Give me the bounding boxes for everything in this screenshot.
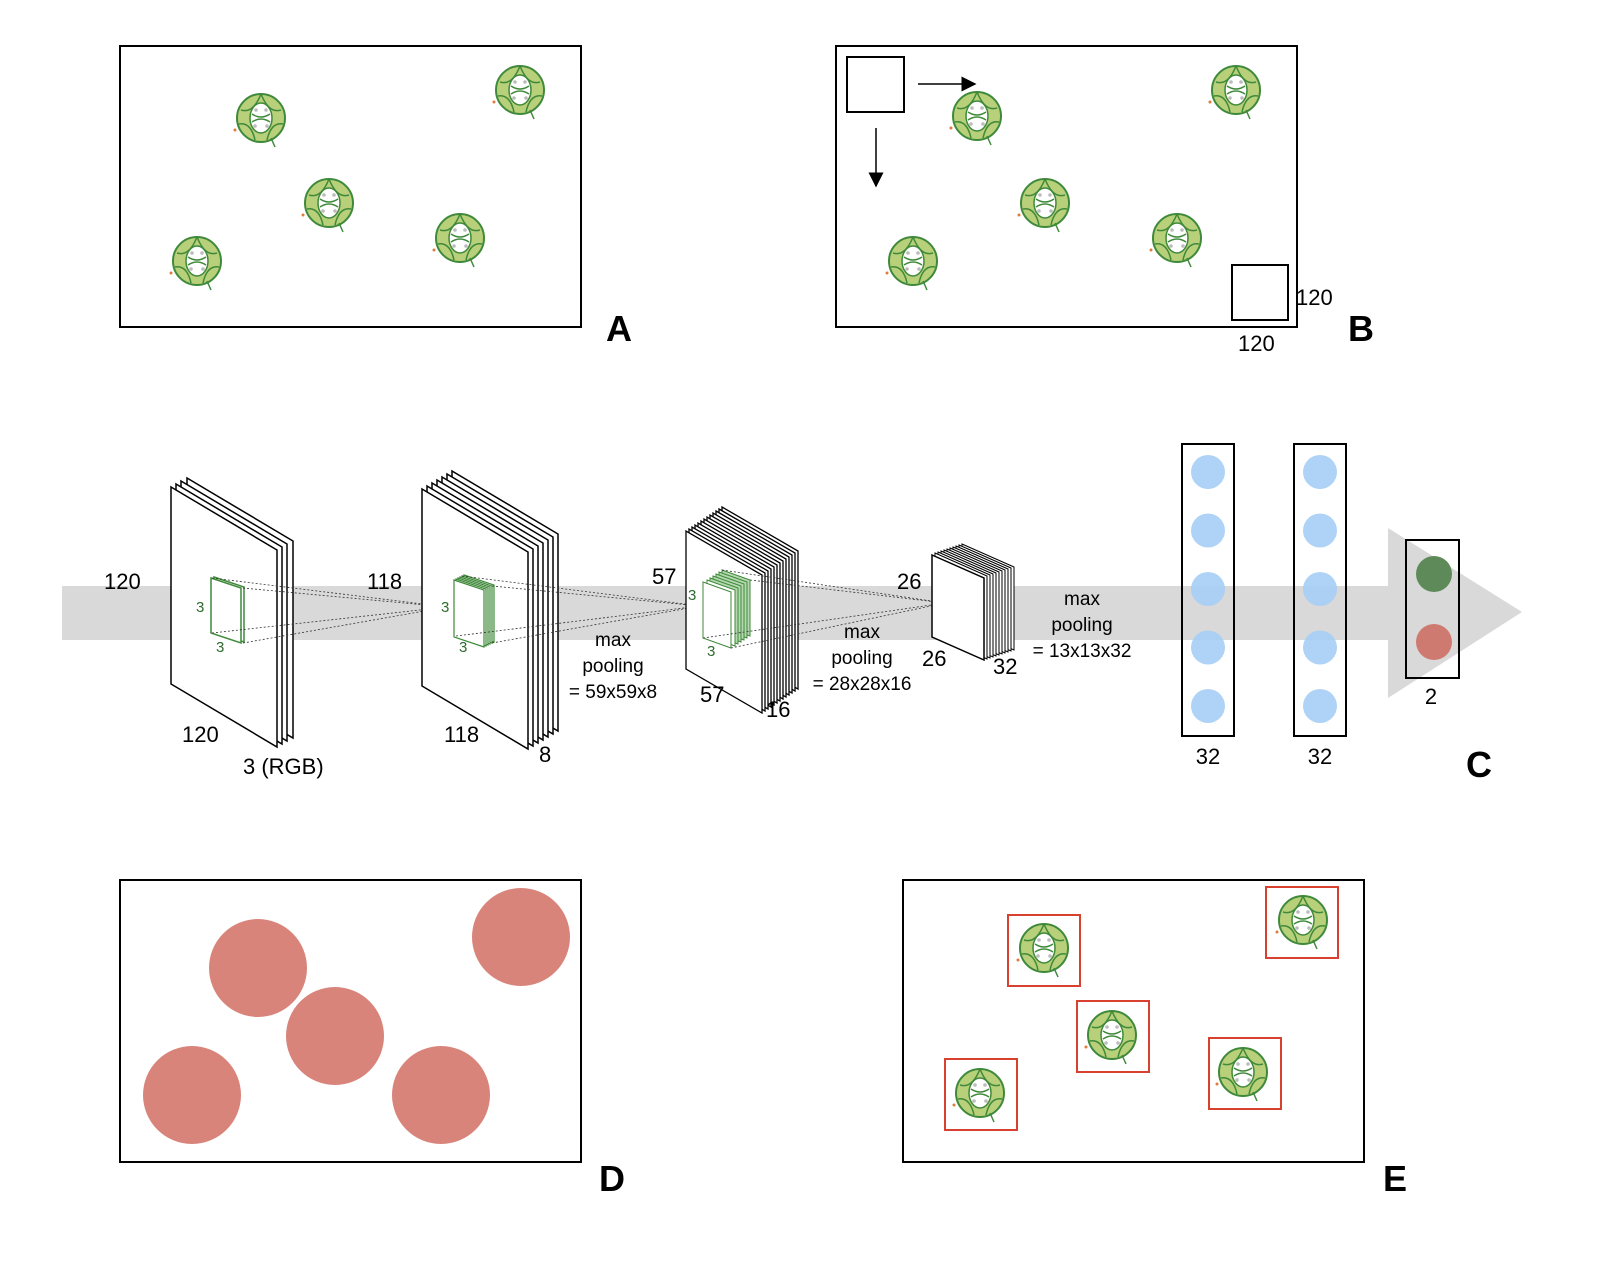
neuron-node	[1303, 455, 1337, 489]
output-node-class-1	[1416, 556, 1452, 592]
plant-icon	[168, 236, 222, 291]
projection-lines-1	[211, 577, 448, 644]
panel-b-frame	[835, 45, 1298, 328]
output-node-class-2	[1416, 624, 1452, 660]
panel-letter-e: E	[1383, 1158, 1407, 1199]
conv2-height-label: 57	[652, 564, 676, 589]
panel-letter-c: C	[1466, 744, 1492, 785]
conv3-depth-label: 32	[993, 654, 1017, 679]
mask-blob	[472, 888, 570, 986]
mask-blob	[392, 1046, 490, 1144]
plant-icon	[1274, 895, 1328, 950]
plant-icon	[300, 178, 354, 233]
detection-box	[944, 1058, 1018, 1131]
panel-b: 120 120 B	[835, 45, 1374, 356]
pool1-label: max pooling = 59x59x8	[569, 630, 657, 703]
panel-letter-d: D	[599, 1158, 625, 1199]
plant-icon	[1207, 65, 1261, 120]
plant-icon	[1214, 1047, 1268, 1102]
window-width-label: 120	[1238, 331, 1275, 356]
plant-icon	[1016, 178, 1070, 233]
pool2-label: max pooling = 28x28x16	[813, 622, 912, 695]
plant-icon	[431, 213, 485, 268]
dense2-nodes	[1303, 455, 1337, 723]
plant-icon	[1015, 923, 1069, 978]
output-box	[1405, 539, 1460, 679]
panel-c: 120 120 3 (RGB) 3 3 118	[62, 443, 1522, 785]
conv2-depth-label: 16	[766, 697, 790, 722]
pool3-label: max pooling = 13x13x32	[1033, 589, 1132, 662]
plant-icon	[951, 1068, 1005, 1123]
plant-icon	[232, 93, 286, 148]
input-depth-label: 3 (RGB)	[243, 754, 324, 779]
kernel-width-label: 3	[216, 639, 224, 656]
input-width-label: 120	[182, 722, 219, 747]
mask-blob	[143, 1046, 241, 1144]
neuron-node	[1303, 689, 1337, 723]
input-height-label: 120	[104, 569, 141, 594]
kernel-height-label: 3	[688, 587, 696, 604]
detection-box	[1076, 1000, 1150, 1073]
panel-d-frame	[119, 879, 582, 1163]
conv2-width-label: 57	[700, 682, 724, 707]
panel-letter-a: A	[606, 308, 632, 349]
detection-box	[1265, 886, 1339, 959]
conv1-height-label: 118	[367, 569, 402, 594]
plant-icon	[491, 65, 545, 120]
sliding-window-end	[1231, 264, 1289, 321]
dense2-box	[1293, 443, 1347, 737]
projection-lines-2	[455, 575, 701, 644]
conv3-width-label: 26	[922, 646, 946, 671]
neuron-node	[1191, 630, 1225, 665]
conv1-depth-label: 8	[539, 742, 551, 767]
neuron-node	[1303, 630, 1337, 665]
kernel-width-label: 3	[707, 643, 715, 660]
panel-a-frame	[119, 45, 582, 328]
neuron-node	[1191, 572, 1225, 606]
panel-e: E	[902, 879, 1407, 1199]
panel-letter-b: B	[1348, 308, 1374, 349]
panel-a: A	[119, 45, 632, 349]
kernel-input	[210, 575, 245, 645]
panel-d: D	[119, 879, 625, 1199]
kernel-conv2	[702, 569, 751, 649]
neuron-node	[1303, 572, 1337, 606]
plant-icon	[1148, 213, 1202, 268]
plant-icon	[948, 91, 1002, 146]
detection-box	[1007, 914, 1081, 987]
projection-lines-3	[702, 569, 946, 649]
neuron-node	[1303, 513, 1337, 548]
kernel-conv1	[453, 574, 495, 648]
sliding-window-start	[846, 56, 905, 113]
dense1-box	[1181, 443, 1235, 737]
mask-blob	[286, 987, 384, 1085]
mask-blob	[209, 919, 307, 1017]
conv1-width-label: 118	[444, 722, 479, 747]
kernel-height-label: 3	[441, 599, 449, 616]
window-height-label: 120	[1296, 285, 1333, 310]
neuron-node	[1191, 513, 1225, 548]
plant-icon	[1083, 1010, 1137, 1065]
neuron-node	[1191, 455, 1225, 489]
kernel-height-label: 3	[196, 599, 204, 616]
plant-icon	[884, 236, 938, 291]
panel-e-frame	[902, 879, 1365, 1163]
conv3-volume	[931, 543, 1015, 662]
conv3-height-label: 26	[897, 569, 921, 594]
kernel-width-label: 3	[459, 639, 467, 656]
detection-box	[1208, 1037, 1282, 1110]
dense1-units-label: 32	[1196, 744, 1220, 769]
dense1-nodes	[1191, 455, 1225, 723]
neuron-node	[1191, 689, 1225, 723]
output-units-label: 2	[1425, 684, 1437, 709]
dense2-units-label: 32	[1308, 744, 1332, 769]
